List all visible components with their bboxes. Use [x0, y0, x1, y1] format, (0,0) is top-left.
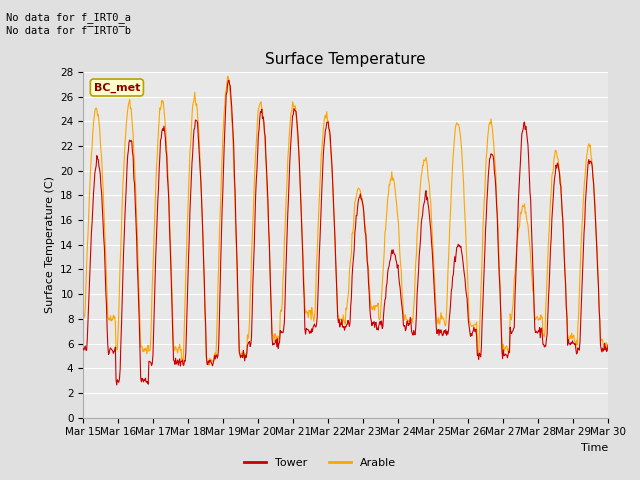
Text: No data for f_IRT0_a: No data for f_IRT0_a [6, 12, 131, 23]
Title: Surface Temperature: Surface Temperature [266, 52, 426, 67]
Y-axis label: Surface Temperature (C): Surface Temperature (C) [45, 176, 54, 313]
Text: BC_met: BC_met [93, 83, 140, 93]
Text: No data for f̅IRT0̅b: No data for f̅IRT0̅b [6, 26, 131, 36]
Legend: Tower, Arable: Tower, Arable [239, 453, 401, 472]
X-axis label: Time: Time [580, 443, 608, 453]
